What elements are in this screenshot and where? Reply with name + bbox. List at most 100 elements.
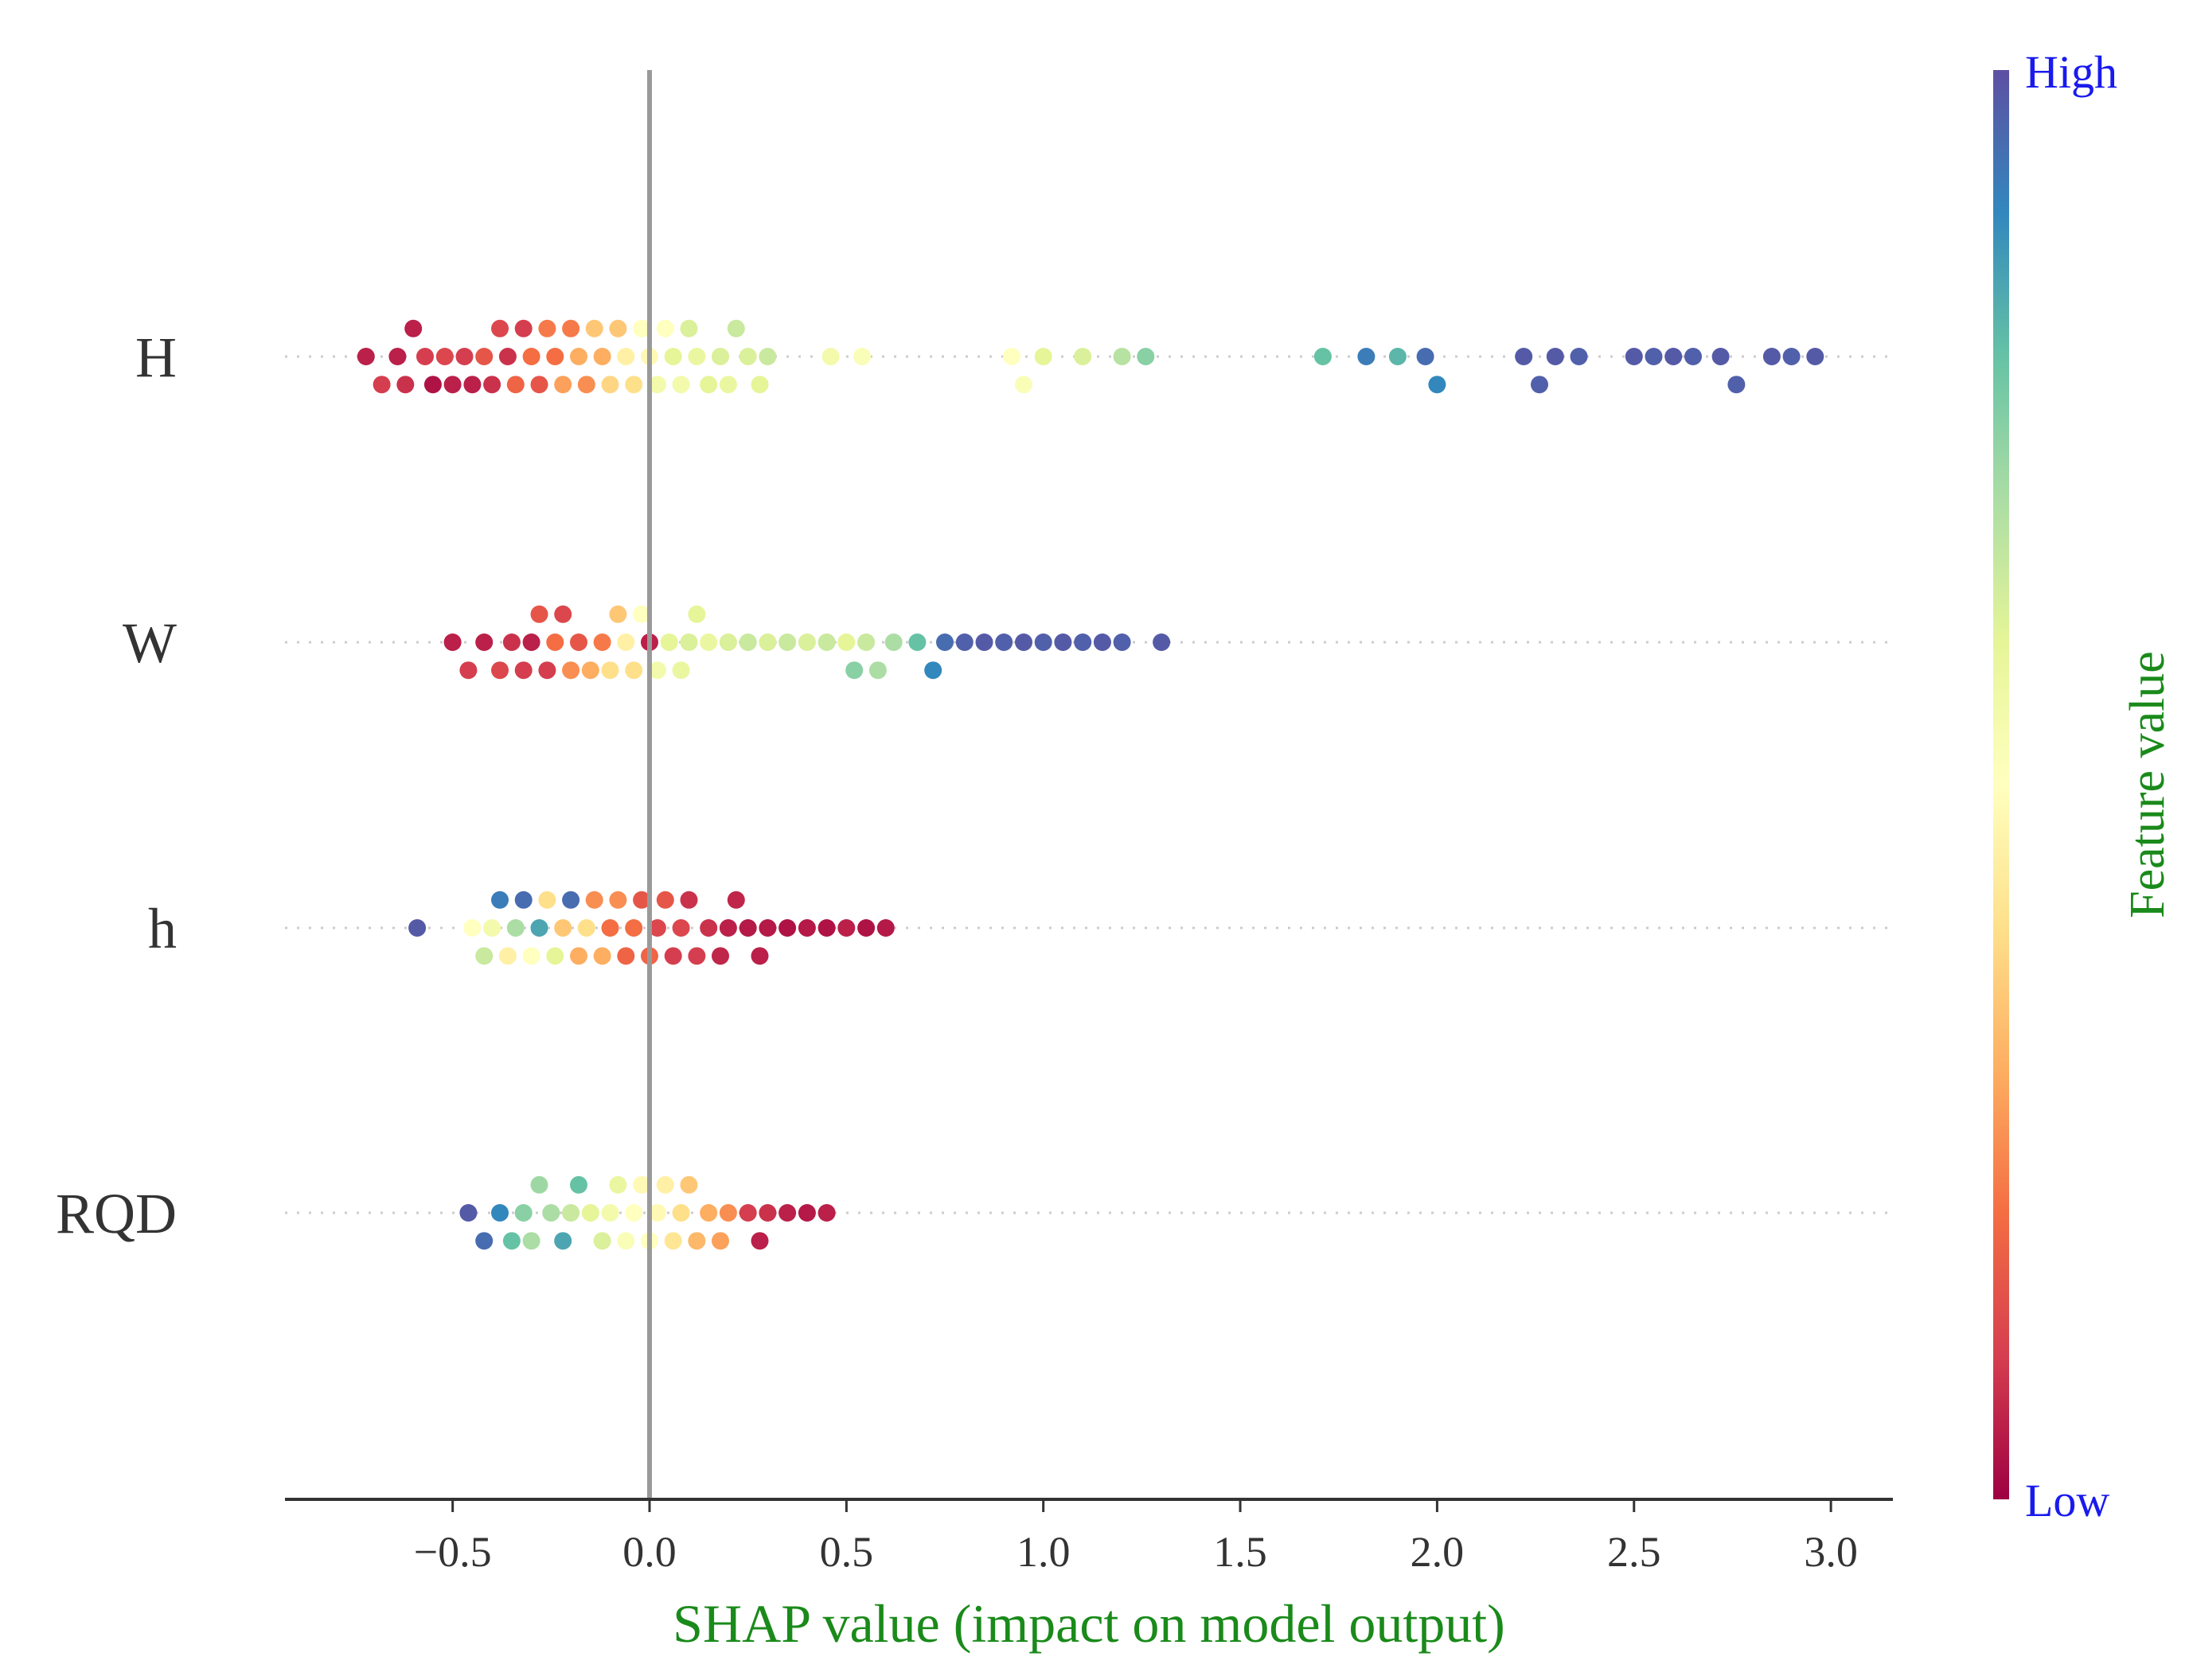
shap-point-w [955, 633, 974, 651]
shap-point-rqd [688, 1232, 706, 1250]
shap-point-h [577, 376, 595, 394]
shap-point-w [1054, 633, 1072, 651]
shap-point-h [1074, 348, 1092, 365]
shap-point-h [648, 919, 666, 937]
x-tick-label: 2.0 [1411, 1528, 1465, 1576]
shap-point-h [1034, 348, 1052, 365]
shap-point-rqd [601, 1204, 619, 1222]
shap-point-h [1762, 348, 1781, 365]
shap-point-rqd [522, 1232, 540, 1250]
shap-point-h [554, 376, 572, 394]
shap-point-rqd [617, 1232, 635, 1250]
shap-point-w [837, 633, 856, 651]
shap-point-h [506, 919, 525, 937]
shap-point-w [1093, 633, 1111, 651]
shap-point-h [506, 376, 525, 394]
shap-point-h [759, 919, 777, 937]
shap-point-w [570, 633, 587, 651]
shap-point-h [876, 919, 895, 937]
shap-point-h [601, 919, 619, 937]
shap-point-h [1645, 348, 1663, 365]
shap-point-w [648, 661, 666, 680]
shap-point-h [625, 919, 643, 937]
shap-point-h [593, 947, 611, 965]
shap-point-h [1625, 348, 1643, 365]
shap-point-rqd [593, 1232, 611, 1250]
shap-point-h [1428, 376, 1446, 394]
shap-point-h [1727, 376, 1746, 394]
shap-point-h [633, 891, 651, 909]
shap-point-h [416, 348, 434, 365]
shap-point-h [530, 376, 548, 394]
shap-point-w [759, 633, 777, 651]
shap-point-w [625, 661, 643, 680]
shap-point-w [719, 633, 737, 651]
shap-point-h [648, 376, 666, 394]
shap-point-w [688, 605, 706, 623]
x-tick-label: −0.5 [414, 1528, 492, 1576]
shap-point-h [562, 319, 580, 337]
shap-point-w [617, 633, 635, 651]
shap-point-h [455, 348, 474, 365]
shap-point-h [1113, 348, 1131, 365]
shap-point-h [751, 376, 769, 394]
shap-point-w [817, 633, 836, 651]
shap-point-rqd [817, 1204, 836, 1222]
shap-point-h [585, 891, 603, 909]
shap-point-h [853, 348, 872, 365]
shap-point-h [1531, 376, 1548, 394]
shap-point-w [672, 661, 690, 680]
shap-point-h [577, 919, 595, 937]
shap-point-h [483, 919, 501, 937]
shap-point-rqd [475, 1232, 494, 1250]
shap-point-h [1416, 348, 1434, 365]
shap-point-w [443, 633, 462, 651]
shap-point-h [404, 319, 423, 337]
shap-point-h [1711, 348, 1730, 365]
shap-point-h [739, 348, 757, 365]
shap-point-h [609, 891, 627, 909]
shap-point-h [601, 376, 619, 394]
shap-point-w [1113, 633, 1131, 651]
shap-point-h [388, 348, 407, 365]
shap-point-rqd [751, 1232, 769, 1250]
shap-point-rqd [759, 1204, 777, 1222]
shap-point-w [798, 633, 816, 651]
shap-point-rqd [778, 1204, 797, 1222]
shap-point-h [778, 919, 797, 937]
shap-point-rqd [502, 1232, 521, 1250]
shap-point-w [514, 661, 533, 680]
shap-point-w [502, 633, 521, 651]
shap-point-h [1137, 348, 1155, 365]
shap-point-h [522, 947, 540, 965]
shap-point-h [1313, 348, 1332, 365]
shap-point-w [778, 633, 797, 651]
shap-point-h [435, 348, 454, 365]
x-tick-label: 2.5 [1607, 1528, 1661, 1576]
shap-point-h [396, 376, 415, 394]
x-tick-label: 0.5 [820, 1528, 874, 1576]
shap-point-w [680, 633, 698, 651]
shap-point-w [538, 661, 556, 680]
x-axis-title: SHAP value (impact on model output) [673, 1593, 1505, 1654]
shap-point-h [680, 319, 698, 337]
shap-point-h [1684, 348, 1702, 365]
colorbar-high-label: High [2025, 46, 2117, 98]
shap-point-h [585, 319, 603, 337]
shap-point-rqd [542, 1204, 560, 1222]
shap-point-h [546, 947, 564, 965]
shap-point-h [688, 348, 706, 365]
shap-point-h [443, 376, 462, 394]
shap-point-h [680, 891, 698, 909]
colorbar-low-label: Low [2025, 1475, 2109, 1526]
shap-point-h [554, 919, 572, 937]
shap-point-w [868, 661, 887, 680]
shap-point-rqd [739, 1204, 757, 1222]
feature-label-w: W [123, 611, 177, 675]
shap-point-w [601, 661, 619, 680]
shap-point-rqd [672, 1204, 690, 1222]
shap-point-w [581, 661, 599, 680]
shap-point-w [700, 633, 718, 651]
shap-point-h [617, 348, 635, 365]
